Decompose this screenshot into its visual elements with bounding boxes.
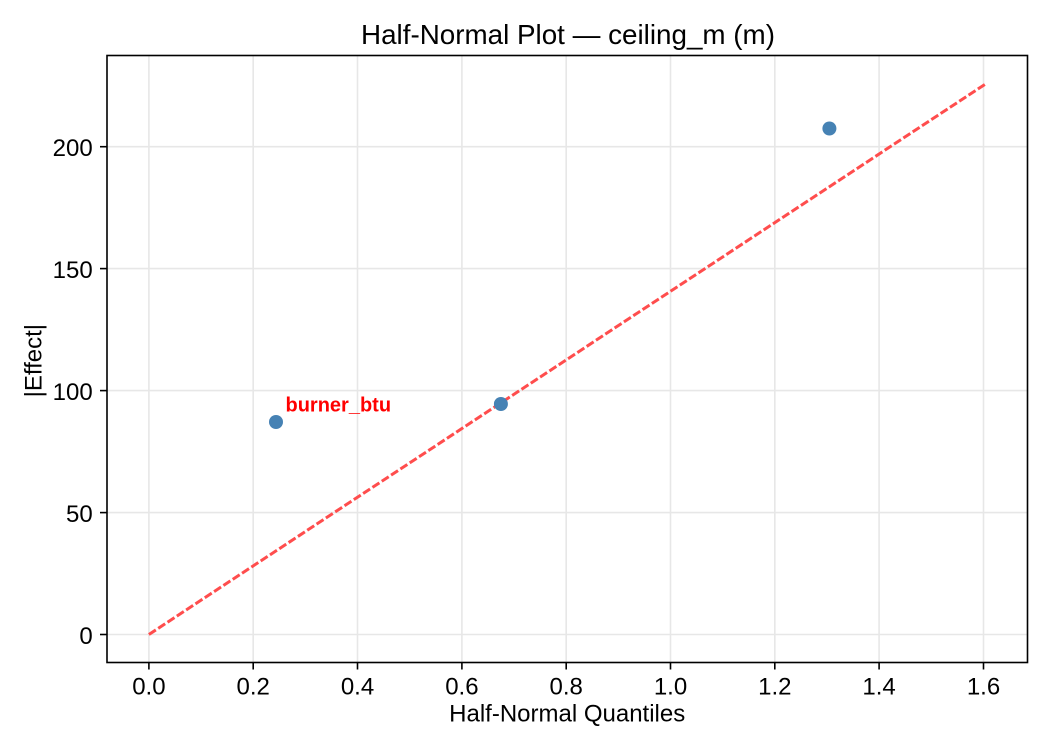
svg-text:0.8: 0.8 <box>550 674 583 701</box>
svg-text:1.0: 1.0 <box>654 674 687 701</box>
svg-text:burner_btu: burner_btu <box>286 395 392 417</box>
svg-text:150: 150 <box>53 257 93 284</box>
svg-text:100: 100 <box>53 379 93 406</box>
svg-text:50: 50 <box>66 501 93 528</box>
svg-text:Half-Normal Plot — ceiling_m (: Half-Normal Plot — ceiling_m (m) <box>361 19 775 50</box>
svg-text:0: 0 <box>79 623 92 650</box>
svg-text:1.6: 1.6 <box>967 674 1000 701</box>
svg-text:200: 200 <box>53 135 93 162</box>
svg-text:0.0: 0.0 <box>132 674 165 701</box>
svg-text:|Effect|: |Effect| <box>20 324 47 397</box>
svg-text:1.2: 1.2 <box>758 674 791 701</box>
svg-text:Half-Normal Quantiles: Half-Normal Quantiles <box>449 700 685 727</box>
svg-text:0.2: 0.2 <box>237 674 270 701</box>
svg-text:0.4: 0.4 <box>341 674 374 701</box>
svg-text:1.4: 1.4 <box>862 674 895 701</box>
svg-text:0.6: 0.6 <box>445 674 478 701</box>
